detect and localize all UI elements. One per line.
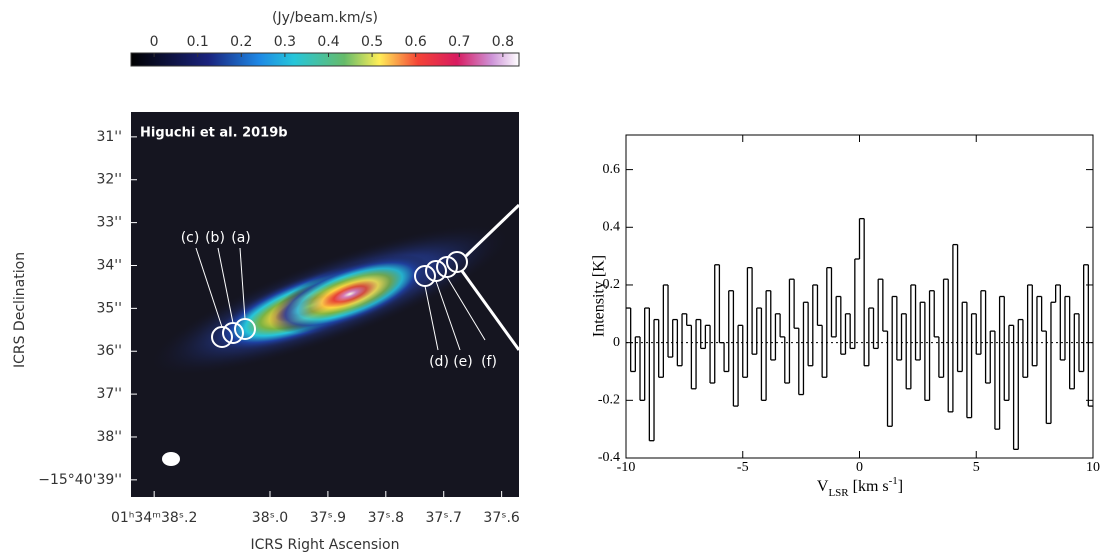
x-tick-label: 37ˢ.7: [426, 510, 462, 526]
emission: [269, 254, 431, 334]
beam: [162, 452, 180, 466]
x-axis-label-part: [km s: [849, 478, 889, 495]
x-axis-label-part: LSR: [828, 487, 849, 499]
x-axis-label-part: -1: [889, 475, 898, 487]
colorbar-tick-label: 0.7: [448, 34, 470, 50]
x-tick-label: 0: [856, 460, 863, 475]
colorbar-tick-label: 0.8: [492, 34, 514, 50]
y-axis-label: Intensity [K]: [591, 255, 608, 337]
colorbar-tick-label: 0.4: [317, 34, 339, 50]
colorbar-tick-label: 0.2: [230, 34, 252, 50]
pointer: [446, 276, 486, 341]
marker-label: (a): [231, 230, 251, 246]
y-tick-label: 33'': [96, 215, 122, 231]
y-tick-label: 0.6: [603, 162, 621, 177]
colorbar-tick-label: 0.1: [187, 34, 209, 50]
y-tick-label: 32'': [96, 172, 122, 188]
x-axis-label-part: ]: [898, 478, 903, 495]
y-tick-label: -0.2: [598, 393, 620, 408]
zoom-line: [464, 203, 521, 258]
pointer: [195, 247, 223, 328]
x-tick-label: -10: [617, 460, 636, 475]
marker-label: (e): [453, 354, 473, 370]
credit: Higuchi et al. 2019b: [140, 126, 288, 141]
y-tick-label: −15°40'39'': [38, 472, 122, 488]
y-tick-label: 0: [613, 335, 620, 350]
x-axis-label: VLSR [km s-1]: [817, 475, 903, 499]
x-tick-label: 38ˢ.0: [252, 510, 288, 526]
plot-frame: [625, 134, 1094, 459]
x-tick-label: 5: [973, 460, 980, 475]
pointer: [217, 247, 234, 324]
y-tick-label: 36'': [96, 343, 122, 359]
map-panel: Higuchi et al. 2019b (c) (b) (a) (d) (e)…: [12, 10, 521, 553]
marker-label: (d): [429, 354, 449, 370]
x-tick-label: 01ʰ34ᵐ38ˢ.2: [111, 510, 197, 526]
marker-label: (f): [481, 354, 497, 370]
y-axis-label: ICRS Declination: [12, 252, 28, 368]
colorbar: [130, 52, 520, 67]
y-tick-label: 37'': [96, 386, 122, 402]
marker-label: (c): [181, 230, 200, 246]
y-tick-label: -0.4: [598, 450, 620, 465]
x-tick-label: 37ˢ.9: [310, 510, 346, 526]
x-tick-label: 37ˢ.8: [368, 510, 404, 526]
pointer: [435, 280, 461, 351]
colorbar-tick-label: 0.5: [361, 34, 383, 50]
marker-label: (b): [205, 230, 225, 246]
y-tick-label: 31'': [96, 129, 122, 145]
y-tick-label: 0.2: [603, 277, 621, 292]
y-tick-label: 38'': [96, 429, 122, 445]
y-tick-label: 34'': [96, 257, 122, 273]
colorbar-label: (Jy/beam.km/s): [272, 10, 378, 26]
x-tick-label: 37ˢ.6: [483, 510, 519, 526]
colorbar-tick-label: 0.6: [405, 34, 427, 50]
zoom-line: [460, 270, 521, 351]
pointer: [424, 285, 439, 351]
colorbar-tick-label: 0: [150, 34, 159, 50]
y-tick-label: 35'': [96, 300, 122, 316]
colorbar-tick-label: 0.3: [274, 34, 296, 50]
pointer: [239, 247, 246, 320]
x-axis-label-part: V: [817, 478, 829, 495]
x-tick-label: -5: [737, 460, 749, 475]
x-axis-label: ICRS Right Ascension: [251, 537, 400, 553]
aperture: [446, 251, 468, 273]
x-tick-label: 10: [1086, 460, 1100, 475]
y-tick-label: 0.4: [603, 220, 621, 235]
